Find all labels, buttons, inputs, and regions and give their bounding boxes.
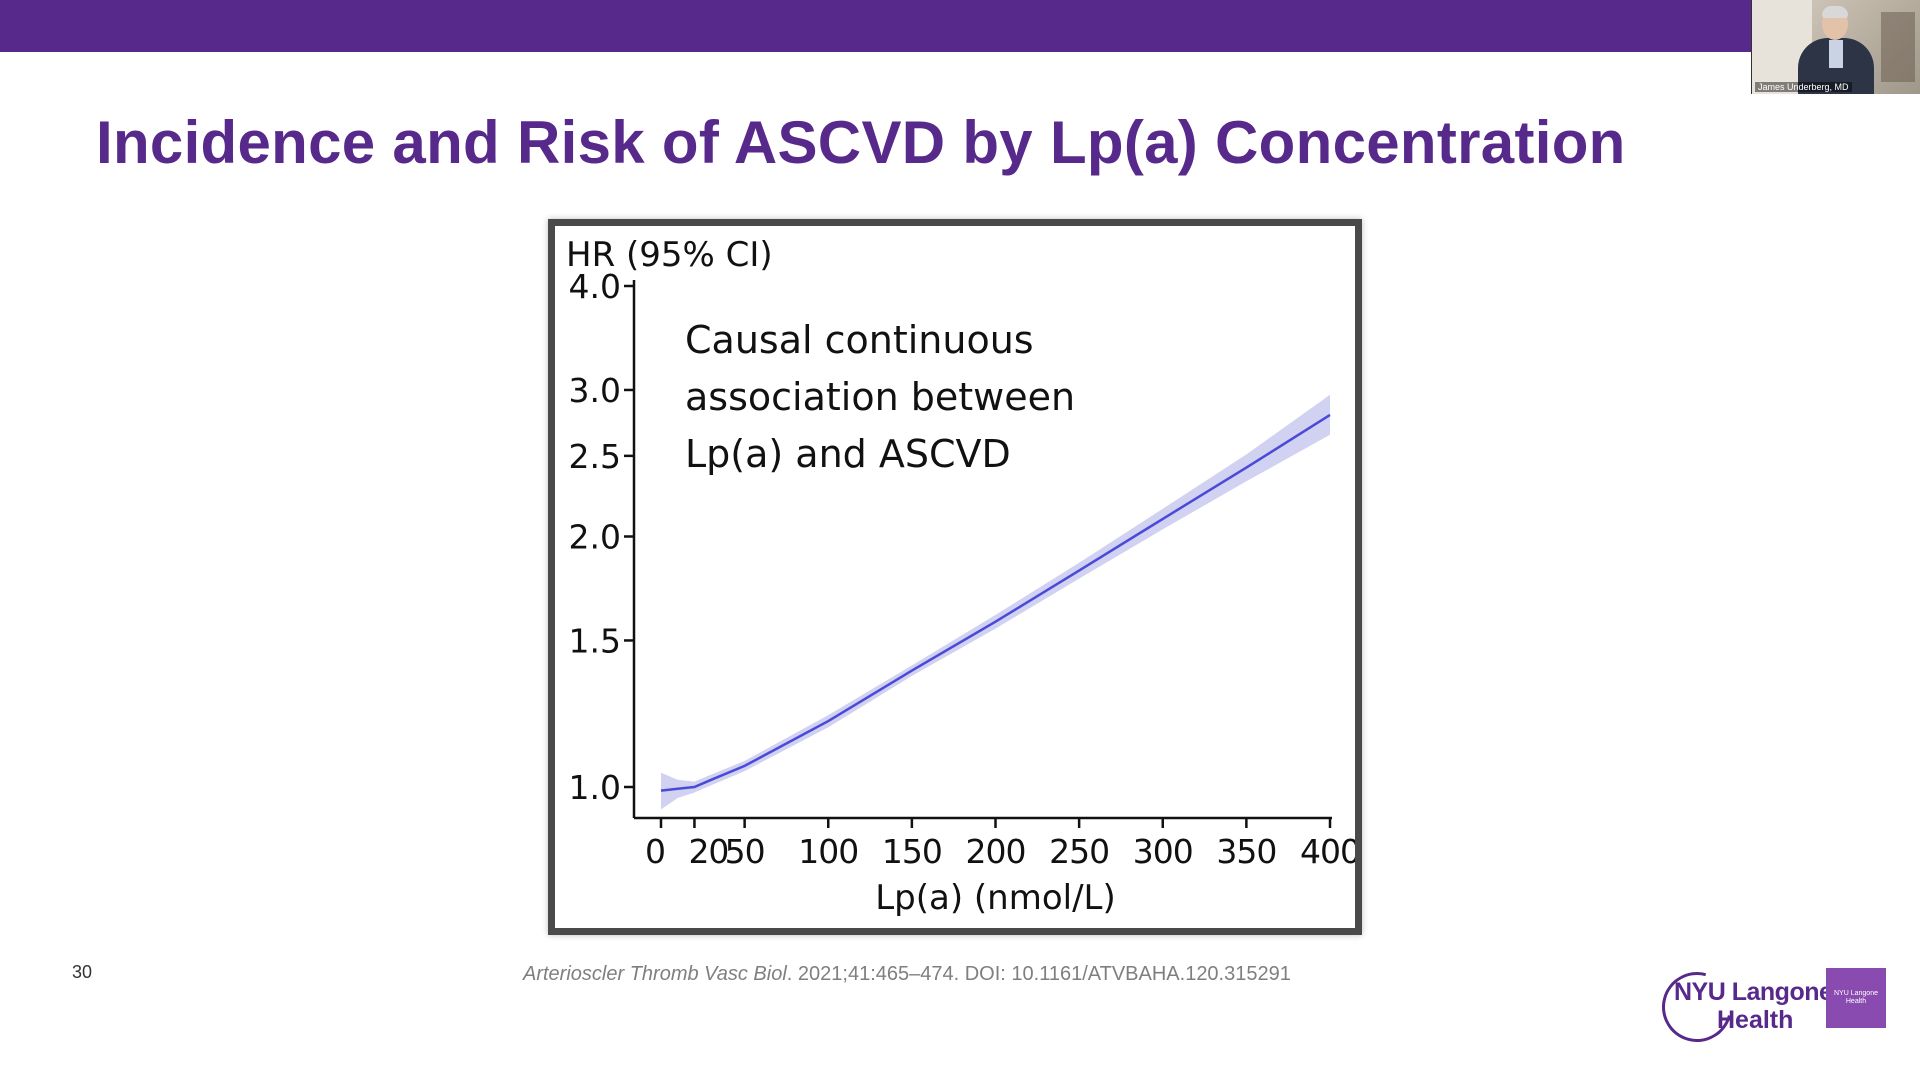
- x-tick-label: 20: [688, 832, 728, 871]
- citation-details: . 2021;41:465–474. DOI: 10.1161/ATVBAHA.…: [786, 963, 1291, 985]
- citation: Arterioscler Thromb Vasc Biol. 2021;41:4…: [523, 963, 1291, 986]
- logo-text-line2: Health: [1717, 1006, 1794, 1034]
- x-tick-label: 0: [645, 832, 665, 871]
- chart-annotation-line: Causal continuous: [685, 318, 1034, 362]
- y-tick-label: 2.5: [569, 437, 621, 476]
- x-tick-label: 100: [798, 832, 858, 871]
- x-tick-label: 300: [1133, 832, 1193, 871]
- nyu-langone-logo: NYU Langone Health NYU Langone Health: [1649, 959, 1890, 1055]
- chart-frame: HR (95% CI) 1.0 1.5 2.0 2.5 3.0 4.0 0 20 50 100 150…: [548, 219, 1362, 935]
- slide-title: Incidence and Risk of ASCVD by Lp(a) Con…: [96, 109, 1626, 176]
- y-tick-label: 1.0: [569, 768, 621, 807]
- x-tick-label: 50: [725, 832, 765, 871]
- x-tick-label: 200: [966, 832, 1026, 871]
- y-tick-label: 1.5: [569, 621, 621, 660]
- y-tick-label: 2.0: [569, 518, 621, 557]
- x-axis-label: Lp(a) (nmol/L): [875, 878, 1116, 918]
- participant-hair: [1822, 6, 1848, 18]
- participant-shirt: [1829, 40, 1843, 68]
- confidence-band: [661, 394, 1330, 810]
- citation-journal: Arterioscler Thromb Vasc Biol: [523, 963, 787, 985]
- y-tick-label: 4.0: [569, 267, 621, 306]
- slide-number: 30: [72, 962, 93, 982]
- participant-name: James Underberg, MD: [1755, 82, 1852, 92]
- x-tick-label: 400: [1300, 832, 1355, 871]
- y-tick-label: 3.0: [569, 371, 621, 410]
- x-tick-label: 150: [882, 832, 942, 871]
- logo-box: NYU Langone Health: [1826, 968, 1886, 1028]
- logo-text-line1: NYU Langone: [1674, 978, 1833, 1006]
- y-axis-label: HR (95% CI): [566, 235, 773, 275]
- participant-video[interactable]: James Underberg, MD: [1751, 0, 1920, 94]
- x-tick-label: 250: [1049, 832, 1109, 871]
- chart-annotation-line: Lp(a) and ASCVD: [685, 432, 1011, 476]
- hazard-ratio-line: [660, 413, 1331, 792]
- top-bar: [0, 0, 1920, 52]
- x-tick-label: 350: [1216, 832, 1276, 871]
- video-shelf: [1881, 12, 1915, 82]
- chart-annotation-line: association between: [685, 375, 1075, 419]
